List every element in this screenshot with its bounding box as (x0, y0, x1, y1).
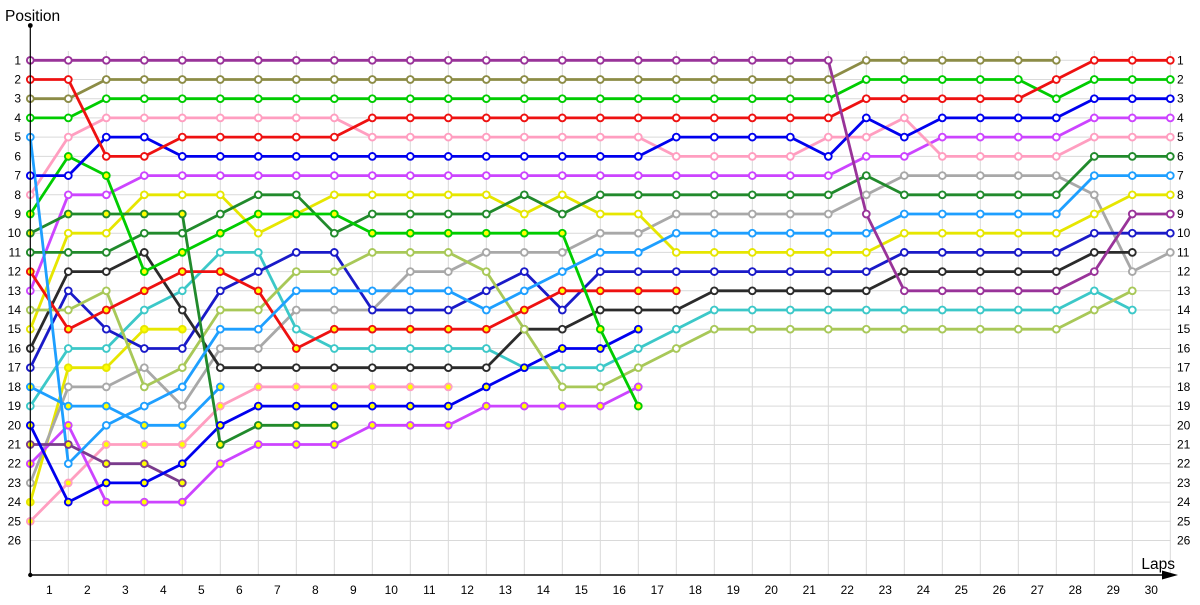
svg-text:15: 15 (8, 322, 22, 336)
svg-text:1: 1 (46, 583, 53, 597)
svg-text:14: 14 (1177, 303, 1191, 317)
svg-text:23: 23 (8, 476, 22, 490)
svg-text:23: 23 (1177, 476, 1191, 490)
svg-text:10: 10 (385, 583, 399, 597)
svg-text:2: 2 (84, 583, 91, 597)
svg-text:11: 11 (1177, 245, 1190, 259)
svg-text:Position: Position (5, 8, 60, 25)
svg-text:2: 2 (14, 73, 21, 87)
svg-text:18: 18 (689, 583, 703, 597)
svg-text:30: 30 (1145, 583, 1159, 597)
svg-text:21: 21 (803, 583, 817, 597)
svg-text:13: 13 (8, 284, 22, 298)
svg-text:20: 20 (8, 418, 22, 432)
svg-text:Laps: Laps (1141, 556, 1175, 573)
svg-text:14: 14 (8, 303, 22, 317)
svg-text:12: 12 (1177, 265, 1191, 279)
svg-text:18: 18 (1177, 380, 1191, 394)
svg-text:24: 24 (917, 583, 931, 597)
svg-text:3: 3 (14, 92, 21, 106)
svg-text:7: 7 (274, 583, 281, 597)
svg-text:12: 12 (461, 583, 475, 597)
svg-text:25: 25 (955, 583, 969, 597)
svg-text:13: 13 (499, 583, 513, 597)
svg-text:23: 23 (879, 583, 893, 597)
svg-text:8: 8 (312, 583, 319, 597)
svg-text:27: 27 (1031, 583, 1045, 597)
svg-text:15: 15 (575, 583, 589, 597)
svg-text:24: 24 (8, 495, 22, 509)
svg-text:14: 14 (537, 583, 551, 597)
svg-text:22: 22 (1177, 457, 1191, 471)
svg-text:26: 26 (993, 583, 1007, 597)
svg-text:17: 17 (8, 361, 22, 375)
svg-text:5: 5 (1177, 130, 1184, 144)
svg-text:8: 8 (1177, 188, 1184, 202)
svg-text:15: 15 (1177, 322, 1191, 336)
svg-text:17: 17 (1177, 361, 1191, 375)
svg-text:20: 20 (765, 583, 779, 597)
svg-text:29: 29 (1107, 583, 1121, 597)
svg-text:13: 13 (1177, 284, 1191, 298)
svg-text:21: 21 (8, 438, 22, 452)
svg-text:16: 16 (613, 583, 627, 597)
svg-text:5: 5 (198, 583, 205, 597)
svg-text:28: 28 (1069, 583, 1083, 597)
svg-text:22: 22 (841, 583, 855, 597)
svg-text:25: 25 (1177, 514, 1191, 528)
svg-text:11: 11 (423, 583, 436, 597)
svg-text:9: 9 (14, 207, 21, 221)
svg-text:11: 11 (9, 245, 22, 259)
svg-text:1: 1 (1177, 53, 1184, 67)
svg-text:24: 24 (1177, 495, 1191, 509)
svg-text:4: 4 (1177, 111, 1184, 125)
svg-text:6: 6 (14, 149, 21, 163)
svg-text:10: 10 (1177, 226, 1191, 240)
svg-text:2: 2 (1177, 73, 1184, 87)
svg-text:6: 6 (236, 583, 243, 597)
svg-text:26: 26 (1177, 534, 1191, 548)
svg-text:7: 7 (14, 169, 21, 183)
svg-text:22: 22 (8, 457, 22, 471)
svg-text:25: 25 (8, 514, 22, 528)
svg-text:4: 4 (160, 583, 167, 597)
svg-text:16: 16 (1177, 342, 1191, 356)
svg-text:8: 8 (14, 188, 21, 202)
svg-text:12: 12 (8, 265, 22, 279)
svg-text:1: 1 (14, 53, 21, 67)
svg-text:7: 7 (1177, 169, 1184, 183)
svg-text:21: 21 (1177, 438, 1191, 452)
svg-text:19: 19 (1177, 399, 1191, 413)
svg-text:9: 9 (350, 583, 357, 597)
svg-text:26: 26 (8, 534, 22, 548)
svg-text:9: 9 (1177, 207, 1184, 221)
svg-text:16: 16 (8, 342, 22, 356)
svg-text:4: 4 (14, 111, 21, 125)
svg-text:5: 5 (14, 130, 21, 144)
svg-text:20: 20 (1177, 418, 1191, 432)
svg-text:19: 19 (727, 583, 741, 597)
svg-text:3: 3 (122, 583, 129, 597)
svg-text:10: 10 (8, 226, 22, 240)
svg-text:17: 17 (651, 583, 665, 597)
svg-text:18: 18 (8, 380, 22, 394)
svg-text:6: 6 (1177, 149, 1184, 163)
svg-text:3: 3 (1177, 92, 1184, 106)
svg-text:19: 19 (8, 399, 22, 413)
